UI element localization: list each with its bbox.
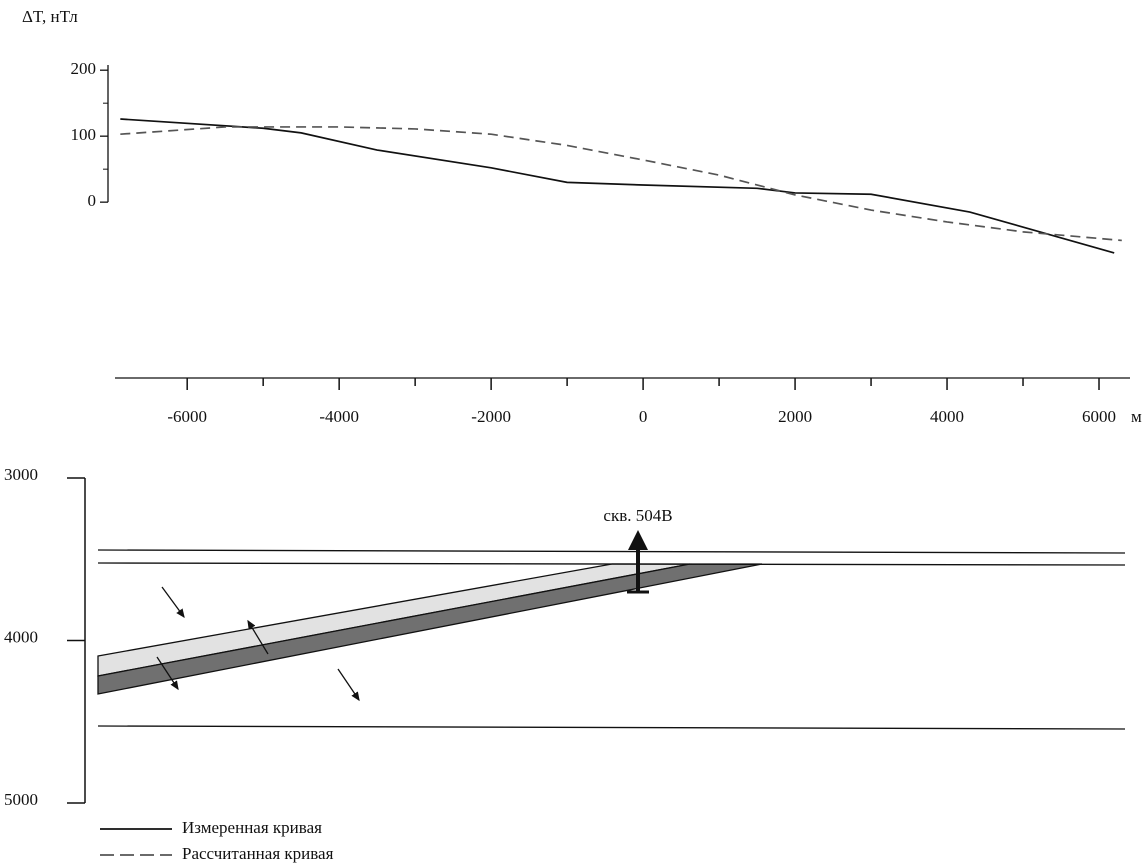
x-tick-label: 6000 bbox=[1082, 407, 1116, 426]
legend-label: Измеренная кривая bbox=[182, 818, 322, 837]
x-tick-label: 0 bbox=[639, 407, 648, 426]
page: скв. 504В ΔT, нТл м 0 100 200 -6000 -4000 -20… bbox=[0, 0, 1148, 867]
y-tick-label: 200 bbox=[71, 59, 97, 78]
y-tick-label: 100 bbox=[71, 125, 97, 144]
depth-tick-label: 5000 bbox=[4, 790, 38, 809]
depth-tick-label: 3000 bbox=[4, 465, 38, 484]
horizon-line bbox=[98, 726, 1125, 729]
figure: скв. 504В ΔT, нТл м 0 100 200 -6000 -4000 -20… bbox=[0, 0, 1148, 867]
x-tick-label: -4000 bbox=[319, 407, 359, 426]
horizon-line bbox=[98, 550, 1125, 553]
section-body bbox=[98, 550, 1125, 729]
x-tick-label: -2000 bbox=[471, 407, 511, 426]
depth-tick-label: 4000 bbox=[4, 627, 38, 646]
x-tick-label: 2000 bbox=[778, 407, 812, 426]
y-tick-label: 0 bbox=[88, 191, 97, 210]
legend-label: Рассчитанная кривая bbox=[182, 844, 334, 863]
dark-layer bbox=[98, 564, 762, 694]
y-axis-label: ΔT, нТл bbox=[22, 7, 78, 26]
x-tick-label: 4000 bbox=[930, 407, 964, 426]
data-line bbox=[120, 119, 1114, 253]
well-label: скв. 504В bbox=[603, 506, 672, 525]
arrow bbox=[338, 669, 359, 700]
x-tick-label: -6000 bbox=[167, 407, 207, 426]
arrow bbox=[162, 587, 184, 617]
x-axis-label: м bbox=[1131, 407, 1142, 426]
